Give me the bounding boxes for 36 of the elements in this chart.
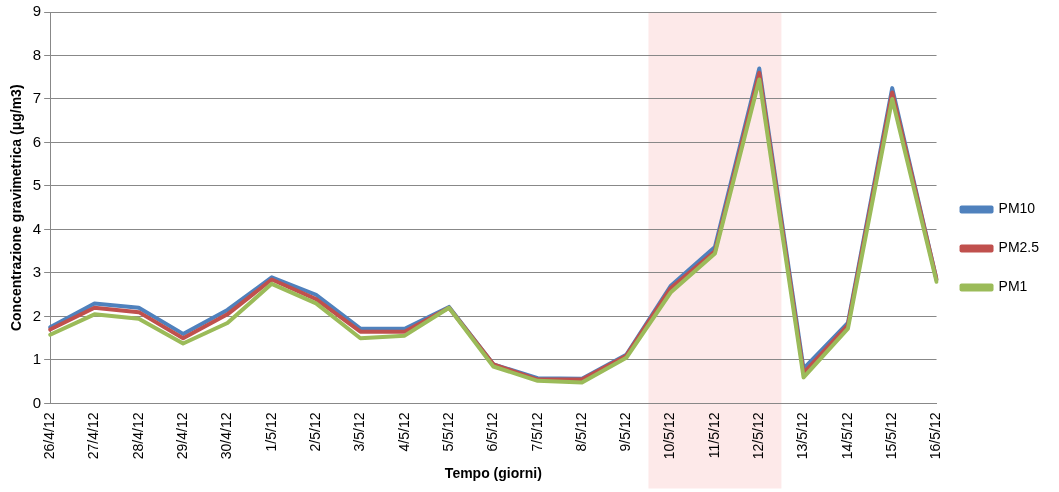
y-tick-label: 2: [32, 306, 42, 324]
y-tick-label: 9: [32, 2, 42, 20]
y-tick-label: 5: [32, 176, 42, 194]
x-tick-label: 5/5/12: [439, 412, 456, 452]
x-tick-label: 26/4/12: [41, 412, 57, 460]
x-tick-label: 4/5/12: [395, 412, 412, 452]
x-tick-label: 8/5/12: [572, 412, 589, 452]
x-axis-title: Tempo (giorni): [444, 465, 542, 482]
x-tick-label: 6/5/12: [484, 412, 501, 452]
x-tick-label: 10/5/12: [661, 412, 678, 460]
x-tick-label: 11/5/12: [705, 412, 722, 459]
x-tick-label: 28/4/12: [129, 412, 146, 460]
x-tick-label: 1/5/12: [262, 412, 279, 452]
y-tick-label: 8: [32, 45, 42, 63]
y-tick-label: 1: [32, 350, 42, 368]
y-tick-label: 4: [32, 219, 42, 237]
x-tick-label: 2/5/12: [306, 412, 323, 452]
y-axis-title: Concentrazione gravimetrica (μg/m3): [8, 84, 25, 332]
x-tick-label: 30/4/12: [218, 412, 235, 460]
x-tick-label: 15/5/12: [883, 412, 900, 460]
x-tick-label: 13/5/12: [794, 412, 811, 460]
legend-label: PM10: [998, 200, 1036, 217]
y-tick-label: 7: [32, 89, 42, 107]
x-tick-label: 9/5/12: [617, 412, 634, 452]
x-tick-label: 7/5/12: [528, 412, 545, 452]
x-tick-label: 27/4/12: [85, 412, 102, 460]
x-tick-label: 29/4/12: [173, 412, 190, 460]
legend-label: PM2.5: [998, 239, 1040, 256]
y-tick-label: 6: [32, 132, 42, 150]
x-tick-label: 12/5/12: [750, 412, 767, 460]
legend-label: PM1: [998, 278, 1028, 295]
y-tick-label: 3: [32, 263, 42, 281]
x-tick-label: 16/5/12: [927, 412, 944, 460]
y-tick-label: 0: [32, 393, 42, 411]
x-tick-label: 14/5/12: [838, 412, 855, 460]
x-tick-label: 3/5/12: [351, 412, 368, 452]
